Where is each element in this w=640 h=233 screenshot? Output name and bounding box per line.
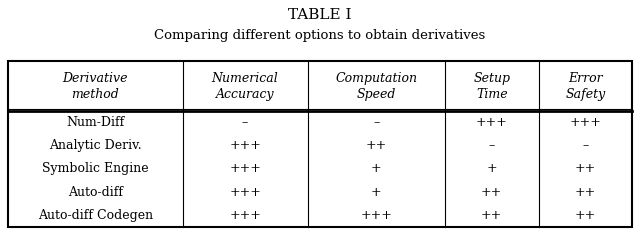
- Text: +: +: [371, 162, 381, 175]
- Text: ++: ++: [575, 162, 596, 175]
- Text: Comparing different options to obtain derivatives: Comparing different options to obtain de…: [154, 29, 486, 42]
- Text: ++: ++: [575, 186, 596, 199]
- Text: Derivative
method: Derivative method: [63, 72, 128, 101]
- Text: +++: +++: [360, 209, 392, 222]
- Text: Auto-diff: Auto-diff: [68, 186, 123, 199]
- Text: ++: ++: [365, 139, 387, 152]
- Text: +++: +++: [476, 116, 508, 129]
- Text: +: +: [371, 186, 381, 199]
- Text: +++: +++: [229, 209, 261, 222]
- Text: Num-Diff: Num-Diff: [66, 116, 124, 129]
- Text: ++: ++: [481, 209, 502, 222]
- Text: ++: ++: [481, 186, 502, 199]
- Text: Symbolic Engine: Symbolic Engine: [42, 162, 148, 175]
- Text: –: –: [488, 139, 495, 152]
- Text: –: –: [582, 139, 589, 152]
- Text: Auto-diff Codegen: Auto-diff Codegen: [38, 209, 153, 222]
- Text: Computation
Speed: Computation Speed: [335, 72, 417, 101]
- Text: TABLE I: TABLE I: [288, 8, 352, 22]
- Text: +++: +++: [229, 186, 261, 199]
- Text: +++: +++: [229, 162, 261, 175]
- Text: Error
Safety: Error Safety: [565, 72, 605, 101]
- Text: –: –: [242, 116, 248, 129]
- Text: +++: +++: [570, 116, 602, 129]
- Text: +++: +++: [229, 139, 261, 152]
- Text: Setup
Time: Setup Time: [473, 72, 510, 101]
- Text: ++: ++: [575, 209, 596, 222]
- Text: Analytic Deriv.: Analytic Deriv.: [49, 139, 141, 152]
- Text: –: –: [373, 116, 380, 129]
- Text: +: +: [486, 162, 497, 175]
- Text: Numerical
Accuracy: Numerical Accuracy: [212, 72, 278, 101]
